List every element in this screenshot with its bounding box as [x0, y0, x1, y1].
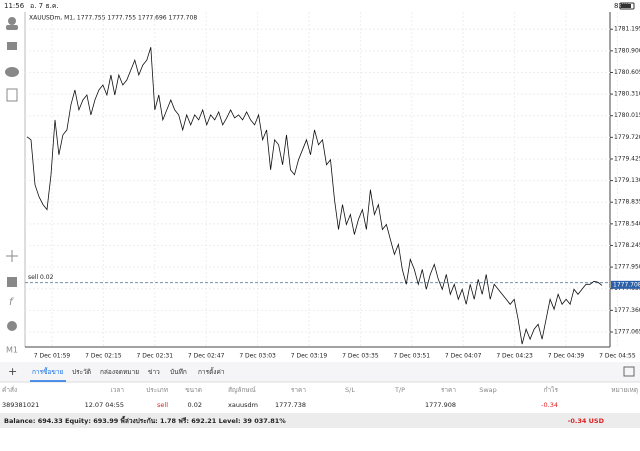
table-header: Swap [479, 386, 497, 394]
table-header: สัญลักษณ์ [228, 386, 256, 394]
table-header: เวลา [110, 386, 124, 394]
footer-summary: Balance: 694.33 Equity: 693.99 พี้ล่วงปร… [4, 415, 286, 425]
x-tick-label: 7 Dec 02:47 [188, 353, 225, 360]
y-tick-label: 1781.195 [614, 26, 640, 33]
table-cell: -0.34 [541, 401, 558, 409]
chart-title: XAUUSDm, M1, 1777.755 1777.755 1777.696 … [29, 15, 197, 22]
table-header: ประเภท [146, 386, 168, 394]
status-time: 11:56 [4, 2, 25, 10]
tab[interactable]: การซื้อขาย [32, 367, 63, 376]
order-label: sell 0.02 [28, 274, 54, 281]
add-button[interactable]: + [8, 365, 17, 378]
x-tick-label: 7 Dec 04:39 [548, 353, 585, 360]
x-tick-label: 7 Dec 04:23 [496, 353, 533, 360]
x-tick-label: 7 Dec 02:15 [85, 353, 122, 360]
table-header: ราคา [441, 386, 456, 394]
icon-indicators[interactable] [7, 277, 17, 287]
icon-account-body[interactable] [6, 25, 18, 30]
table-cell: 389381021 [2, 401, 39, 409]
icon-m1[interactable]: M1 [6, 346, 18, 355]
tab-icon[interactable] [623, 366, 635, 377]
x-tick-label: 7 Dec 03:35 [342, 353, 379, 360]
tab[interactable]: ประวัติ [72, 368, 91, 376]
table-cell: 1777.738 [275, 401, 306, 409]
icon-objects[interactable] [7, 321, 17, 331]
y-tick-label: 1778.245 [614, 242, 640, 249]
x-tick-label: 7 Dec 04:07 [445, 353, 482, 360]
y-tick-label: 1778.835 [614, 199, 640, 206]
current-price-label: 1777.708 [613, 281, 640, 288]
y-tick-label: 1780.900 [614, 47, 640, 54]
table-header: ราคา [291, 386, 306, 394]
icon-f[interactable]: f [9, 297, 14, 308]
y-tick-label: 1779.425 [614, 155, 640, 162]
sidebar-icons: f M1 [5, 17, 19, 355]
tab-bar [0, 362, 640, 382]
table-header: คำสั่ง [2, 385, 17, 394]
tab[interactable]: การตั้งค่า [198, 367, 225, 376]
x-tick-label: 7 Dec 03:51 [394, 353, 431, 360]
table-cell: sell [157, 401, 168, 409]
x-tick-label: 7 Dec 03:03 [239, 353, 276, 360]
table-header: S/L [345, 386, 355, 394]
table-header: T/P [394, 386, 405, 394]
x-tick-label: 7 Dec 01:59 [34, 353, 71, 360]
x-tick-label: 7 Dec 03:19 [291, 353, 328, 360]
x-tick-label: 7 Dec 02:31 [137, 353, 174, 360]
battery-icon [619, 2, 635, 10]
tab[interactable]: กล่องจดหมาย [100, 368, 139, 376]
tab[interactable]: ข่าว [148, 368, 160, 376]
current-price-box [611, 280, 640, 289]
footer-bar [0, 413, 640, 428]
table-header: หมายเหตุ [611, 386, 638, 394]
y-tick-label: 1780.310 [614, 91, 640, 98]
price-line [26, 47, 603, 345]
footer-profit: -0.34 USD [568, 417, 605, 425]
table-header: กำไร [544, 386, 559, 394]
icon-account[interactable] [8, 17, 16, 25]
y-tick-label: 1777.950 [614, 264, 640, 271]
icon-chat[interactable] [5, 67, 19, 77]
x-tick-label: 7 Dec 04:55 [599, 353, 636, 360]
y-tick-label: 1779.720 [614, 134, 640, 141]
y-tick-label: 1780.605 [614, 69, 640, 76]
status-date: อ. 7 ธ.ค. [30, 2, 59, 10]
icon-trade[interactable] [7, 42, 17, 50]
tab[interactable]: บันทึก [170, 368, 187, 376]
table-cell: xauusdm [228, 401, 258, 409]
battery-level [621, 4, 631, 8]
y-tick-label: 1778.540 [614, 220, 640, 227]
y-tick-label: 1780.015 [614, 112, 640, 119]
y-tick-label: 1777.065 [614, 328, 640, 335]
table-cell: 0.02 [188, 401, 202, 409]
y-tick-label: 1779.130 [614, 177, 640, 184]
table-header: ขนาด [185, 386, 202, 394]
y-tick-label: 1777.360 [614, 307, 640, 314]
sidebar [0, 12, 24, 362]
table-cell: 12.07 04:55 [85, 401, 124, 409]
icon-new[interactable] [6, 88, 18, 102]
table-cell: 1777.908 [425, 401, 456, 409]
